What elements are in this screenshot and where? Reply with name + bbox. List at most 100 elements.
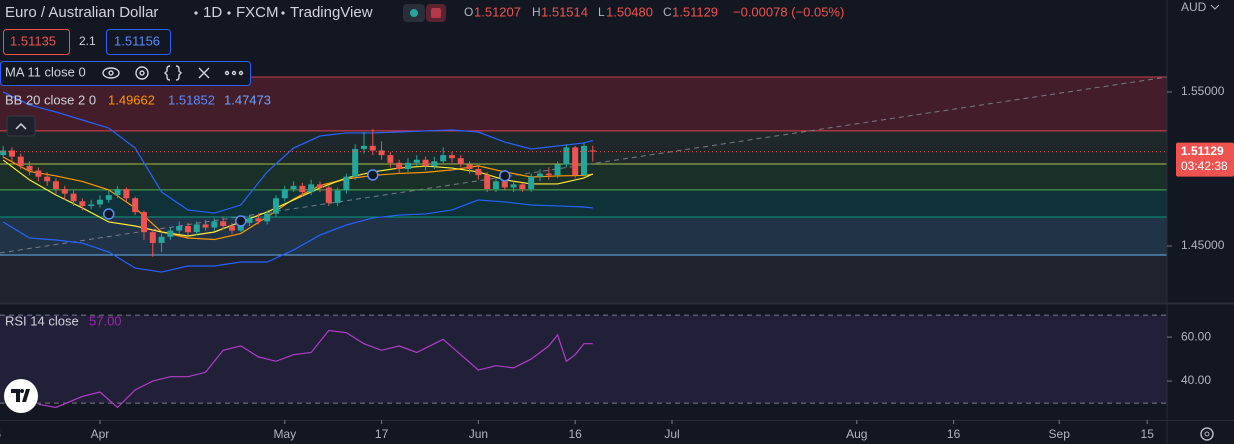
- level-zone: [0, 254, 1167, 303]
- candle-body: [149, 232, 156, 243]
- alert-icon: [431, 8, 441, 18]
- candle-body: [580, 145, 587, 176]
- logo-dot: [20, 389, 24, 393]
- price-pane: [0, 76, 1167, 273]
- ohlc-value: 1.50480: [606, 4, 653, 19]
- candle-body: [114, 189, 121, 196]
- candle-body: [202, 224, 209, 228]
- indicator-legend: MA 11 close 0 BB 20 close 2 0 1.49662 1.…: [0, 61, 271, 328]
- candle-body: [554, 164, 561, 176]
- signal-marker: [103, 208, 115, 220]
- signal-marker: [235, 215, 247, 227]
- more-dot: [231, 70, 237, 76]
- change: −0.00078 (−0.05%): [733, 4, 844, 19]
- candle-body: [360, 145, 367, 149]
- eye-icon[interactable]: [102, 67, 120, 79]
- x-tick-label: Sep: [1049, 427, 1071, 441]
- remove-icon[interactable]: [198, 67, 210, 79]
- bb-lower: 1.47473: [224, 92, 271, 107]
- candle-body: [492, 181, 499, 190]
- market-status-dot: [410, 9, 418, 17]
- candle-body: [448, 155, 455, 159]
- candle-body: [572, 147, 579, 176]
- candle-body: [228, 225, 235, 231]
- candle-body: [440, 155, 447, 162]
- overlay-line: [2, 199, 593, 273]
- candle-body: [132, 198, 139, 213]
- currency[interactable]: AUD: [1181, 0, 1207, 14]
- candle-body: [369, 145, 376, 151]
- settings-gear[interactable]: [1200, 427, 1214, 441]
- candle-body: [96, 199, 103, 205]
- more-dot[interactable]: [224, 70, 230, 76]
- candle-body: [246, 218, 253, 223]
- candle-body: [167, 230, 174, 237]
- x-tick-label: 16: [0, 427, 1, 441]
- separator-dot: [281, 11, 285, 15]
- candle-body: [475, 168, 482, 176]
- ohlc-value: 1.51129: [672, 4, 718, 19]
- candle-body: [184, 225, 191, 233]
- logo-mark: [11, 389, 30, 402]
- last-price: 1.51129: [1181, 144, 1224, 158]
- candle-body: [193, 224, 200, 233]
- candle-body: [61, 189, 68, 194]
- x-tick-label: 16: [569, 427, 583, 441]
- candle-body: [17, 156, 24, 166]
- rsi-title[interactable]: RSI 14 close: [5, 313, 79, 328]
- logo-badge[interactable]: [4, 379, 38, 413]
- y-tick-label: 1.55000: [1181, 84, 1225, 98]
- candle-body: [316, 184, 323, 188]
- trade-buttons: 1.51135 2.1 1.51156: [3, 29, 171, 55]
- candle-body: [536, 173, 543, 177]
- candle-body: [123, 189, 130, 199]
- buy-button[interactable]: [106, 29, 171, 55]
- rsi-y-tick-label: 60.00: [1181, 329, 1211, 343]
- candle-body: [308, 184, 315, 193]
- symbol[interactable]: Euro / Australian Dollar: [5, 4, 158, 21]
- candle-body: [396, 162, 403, 169]
- overlay-line: [2, 159, 594, 237]
- interval[interactable]: 1D: [203, 4, 222, 21]
- candle-body: [35, 170, 42, 177]
- candle-body: [466, 164, 473, 169]
- buy-price: 1.51156: [114, 33, 160, 48]
- settings: [1200, 427, 1214, 441]
- bb-title[interactable]: BB 20 close 2 0: [5, 92, 96, 107]
- ma-row[interactable]: [0, 61, 251, 86]
- candle-body: [281, 189, 288, 199]
- candle-body: [52, 181, 59, 190]
- candle-body: [26, 165, 33, 171]
- collapse-button[interactable]: [6, 115, 36, 137]
- source-icon[interactable]: [164, 65, 182, 81]
- sell-button[interactable]: [3, 29, 70, 55]
- bb-basis: 1.49662: [108, 92, 155, 107]
- candle-body: [501, 181, 508, 188]
- candle-body: [431, 161, 438, 166]
- settings-icon[interactable]: [135, 66, 149, 80]
- x-tick-label: May: [273, 427, 296, 441]
- candle-body: [44, 176, 51, 182]
- candle-body: [528, 176, 535, 190]
- candle-body: [413, 159, 420, 163]
- broker: FXCM: [236, 4, 279, 21]
- candle-body: [79, 201, 86, 206]
- x-tick-label: Jun: [469, 427, 488, 441]
- ohlc-key: C: [663, 5, 672, 19]
- signal-marker: [367, 169, 379, 181]
- currency-chevron: [1210, 4, 1220, 10]
- more-dot: [238, 70, 244, 76]
- spread: 2.1: [79, 34, 96, 48]
- ohlc-key: H: [532, 5, 541, 19]
- rsi-pane: [0, 314, 1167, 409]
- ma-title: MA 11 close 0: [5, 64, 86, 79]
- candle-body: [378, 150, 385, 156]
- y-tick-label: 1.45000: [1181, 238, 1225, 252]
- overlay-line: [2, 91, 593, 214]
- rsi-line: [38, 329, 593, 409]
- candle-body: [404, 162, 411, 169]
- legend: Euro / Australian Dollar 1D FXCM Trading…: [5, 4, 844, 22]
- tv-logo: [4, 379, 38, 413]
- ohlc-value: 1.51207: [474, 4, 521, 19]
